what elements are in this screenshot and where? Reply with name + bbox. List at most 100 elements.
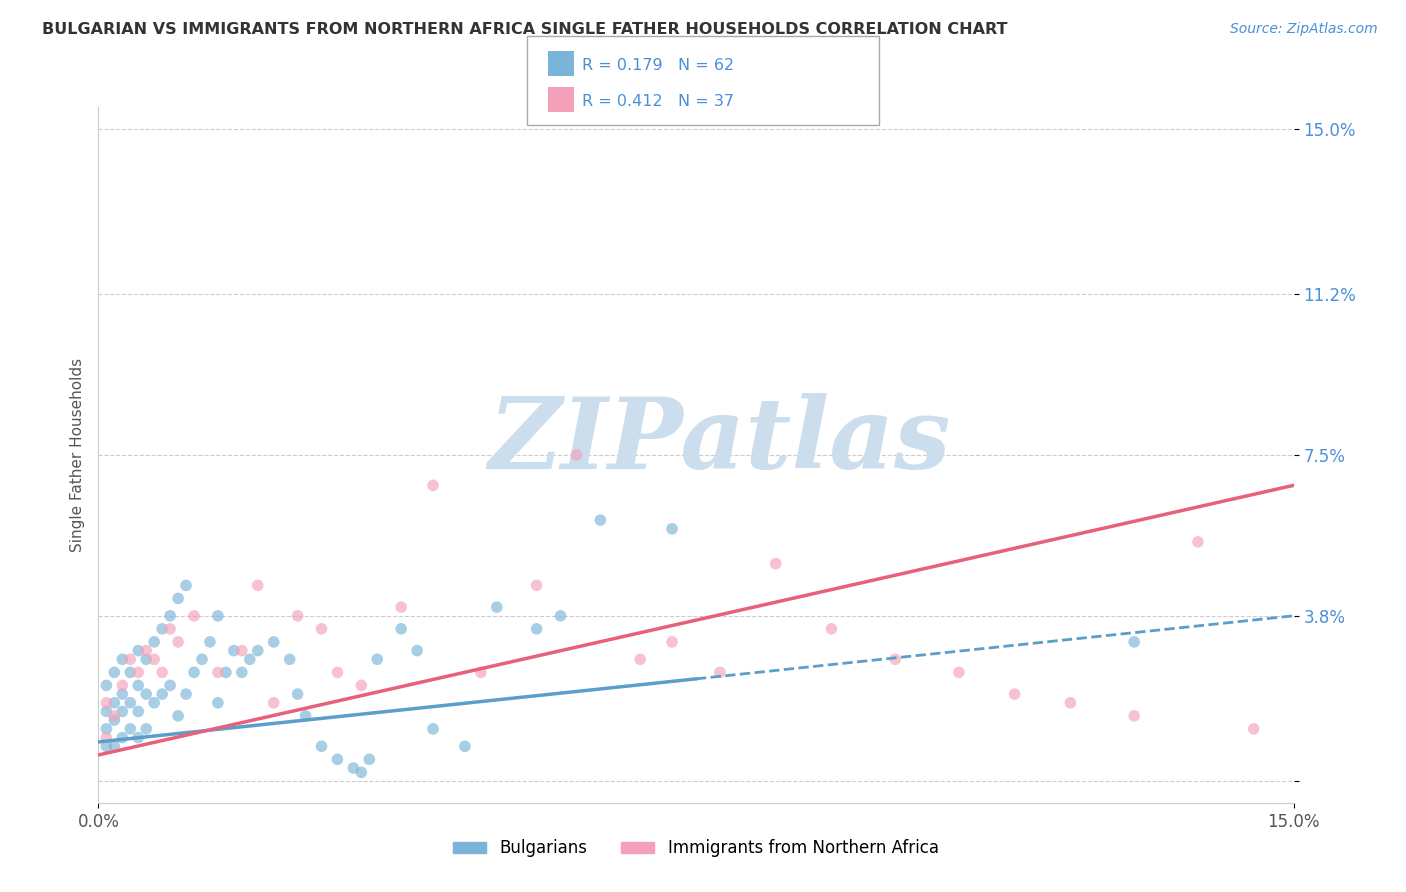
Point: [948, 665, 970, 680]
Point: [589, 513, 612, 527]
Point: [287, 687, 309, 701]
Point: [143, 635, 166, 649]
Point: [1187, 534, 1209, 549]
Text: R = 0.412   N = 37: R = 0.412 N = 37: [582, 94, 734, 109]
Legend: Bulgarians, Immigrants from Northern Africa: Bulgarians, Immigrants from Northern Afr…: [447, 833, 945, 864]
Point: [628, 652, 651, 666]
Point: [342, 761, 364, 775]
Point: [183, 608, 205, 623]
Point: [359, 752, 381, 766]
Point: [198, 635, 221, 649]
Point: [820, 622, 842, 636]
Point: [350, 765, 373, 780]
Point: [103, 713, 125, 727]
Point: [127, 643, 149, 657]
Point: [1243, 722, 1265, 736]
Point: [111, 687, 134, 701]
Point: [263, 696, 285, 710]
Point: [96, 696, 118, 710]
Point: [207, 608, 229, 623]
Point: [167, 635, 190, 649]
Point: [135, 687, 157, 701]
Point: [159, 608, 181, 623]
Point: [454, 739, 477, 754]
Point: [389, 622, 412, 636]
Point: [183, 665, 205, 680]
Point: [231, 643, 253, 657]
Point: [709, 665, 731, 680]
Point: [422, 722, 444, 736]
Point: [127, 665, 149, 680]
Point: [135, 652, 157, 666]
Point: [422, 478, 444, 492]
Point: [174, 578, 197, 592]
Point: [127, 705, 149, 719]
Point: [207, 696, 229, 710]
Point: [406, 643, 429, 657]
Text: Source: ZipAtlas.com: Source: ZipAtlas.com: [1230, 22, 1378, 37]
Point: [103, 696, 125, 710]
Point: [111, 678, 134, 692]
Point: [96, 739, 118, 754]
Point: [550, 608, 572, 623]
Point: [661, 522, 683, 536]
Point: [222, 643, 245, 657]
Point: [96, 678, 118, 692]
Point: [278, 652, 301, 666]
Point: [120, 722, 142, 736]
Point: [167, 591, 190, 606]
Point: [174, 687, 197, 701]
Point: [120, 665, 142, 680]
Point: [150, 665, 173, 680]
Point: [96, 722, 118, 736]
Point: [159, 678, 181, 692]
Point: [96, 705, 118, 719]
Point: [470, 665, 492, 680]
Point: [326, 752, 349, 766]
Point: [1123, 708, 1146, 723]
Point: [127, 731, 149, 745]
Point: [565, 448, 588, 462]
Point: [526, 622, 548, 636]
Point: [239, 652, 262, 666]
Point: [215, 665, 238, 680]
Point: [485, 600, 508, 615]
Point: [765, 557, 787, 571]
Point: [103, 739, 125, 754]
Point: [231, 665, 253, 680]
Point: [103, 665, 125, 680]
Point: [311, 622, 333, 636]
Point: [350, 678, 373, 692]
Point: [366, 652, 388, 666]
Point: [111, 705, 134, 719]
Point: [1123, 635, 1146, 649]
Point: [150, 622, 173, 636]
Point: [111, 731, 134, 745]
Point: [389, 600, 412, 615]
Point: [1004, 687, 1026, 701]
Point: [120, 696, 142, 710]
Point: [135, 643, 157, 657]
Point: [884, 652, 907, 666]
Point: [207, 665, 229, 680]
Point: [103, 708, 125, 723]
Point: [150, 687, 173, 701]
Point: [246, 578, 269, 592]
Point: [96, 731, 118, 745]
Point: [120, 652, 142, 666]
Text: BULGARIAN VS IMMIGRANTS FROM NORTHERN AFRICA SINGLE FATHER HOUSEHOLDS CORRELATIO: BULGARIAN VS IMMIGRANTS FROM NORTHERN AF…: [42, 22, 1008, 37]
Point: [1059, 696, 1081, 710]
Point: [143, 696, 166, 710]
Point: [263, 635, 285, 649]
Point: [287, 608, 309, 623]
Text: ZIPatlas: ZIPatlas: [489, 392, 950, 489]
Point: [661, 635, 683, 649]
Point: [159, 622, 181, 636]
Point: [326, 665, 349, 680]
Point: [246, 643, 269, 657]
Text: R = 0.179   N = 62: R = 0.179 N = 62: [582, 57, 734, 72]
Point: [143, 652, 166, 666]
Point: [167, 708, 190, 723]
Point: [294, 708, 316, 723]
Point: [311, 739, 333, 754]
